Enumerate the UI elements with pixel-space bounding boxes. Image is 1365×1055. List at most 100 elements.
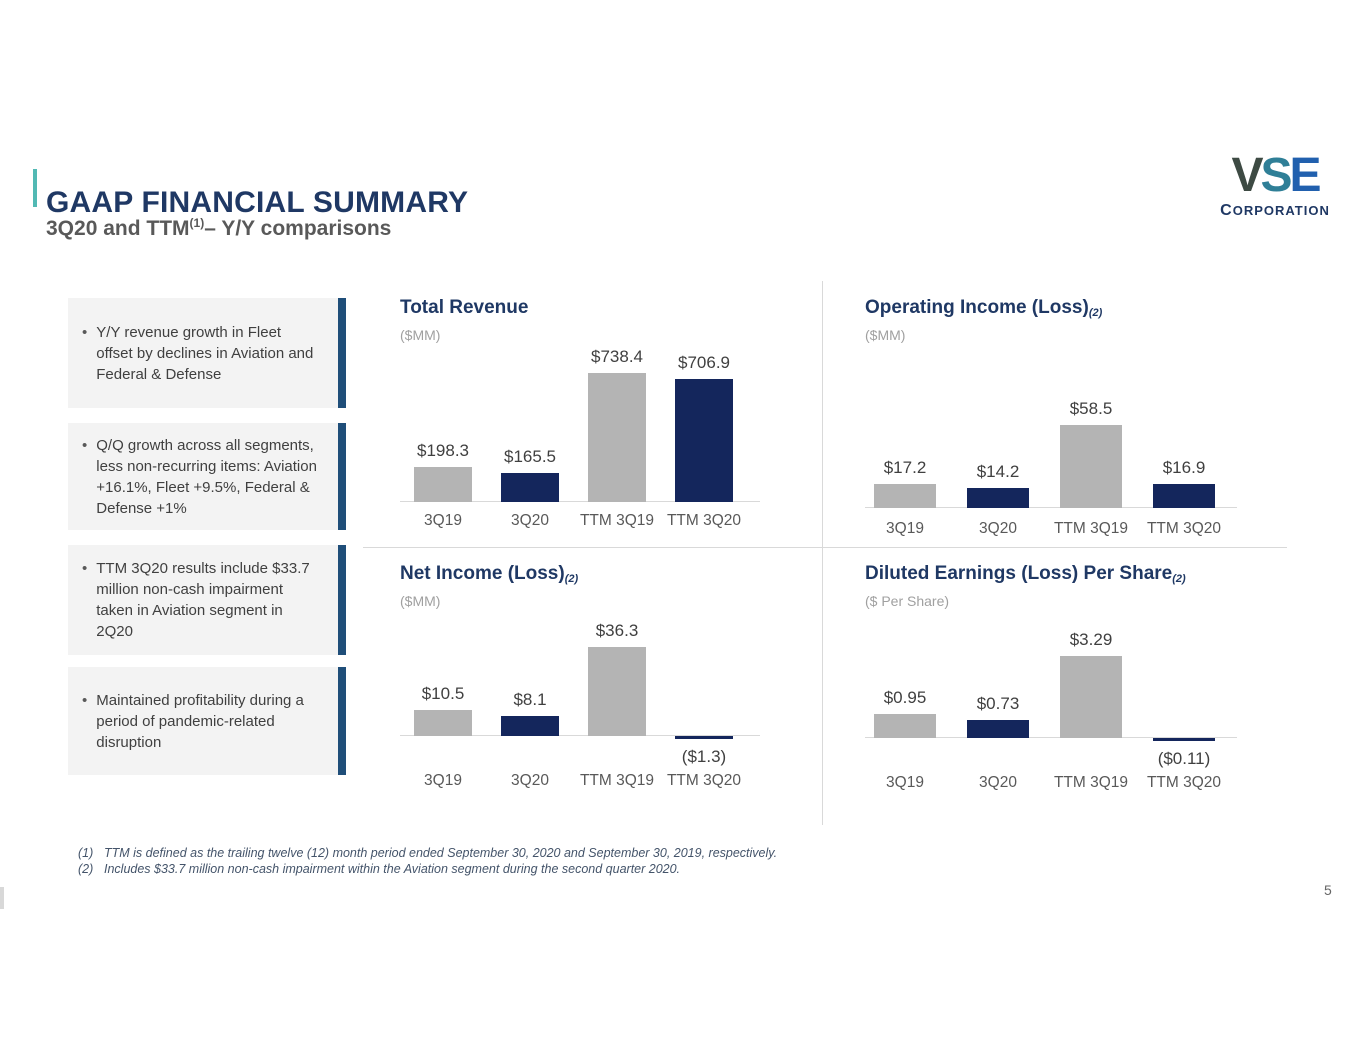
bar-value-label: $36.3 [595, 621, 639, 640]
vertical-divider [822, 281, 823, 825]
subtitle-footnote-ref: (1) [189, 216, 205, 230]
x-axis-category-label: 3Q20 [511, 772, 549, 789]
bar-3q20 [967, 488, 1029, 508]
page-title: GAAP FINANCIAL SUMMARY [46, 186, 469, 220]
bar-value-label: ($0.11) [1157, 749, 1211, 768]
x-axis-line [400, 735, 760, 736]
chart-diluted-eps: Diluted Earnings (Loss) Per Share(2) ($ … [865, 562, 1237, 794]
bar-value-label: $16.9 [1162, 458, 1206, 477]
page-number: 5 [1324, 882, 1332, 898]
bar-3q19 [414, 710, 472, 736]
horizontal-divider [363, 547, 1287, 548]
x-axis-category-label: 3Q19 [424, 772, 462, 789]
footnote-2: (2) Includes $33.7 million non-cash impai… [78, 861, 777, 877]
x-axis-category-label: TTM 3Q19 [579, 772, 655, 789]
footnote-text: Includes $33.7 million non-cash impairme… [104, 862, 681, 876]
bar-value-label: $8.1 [513, 690, 547, 709]
bar-value-label: $0.95 [883, 688, 927, 707]
bullet-marker: • [82, 691, 88, 709]
bar-ttm-3q20 [1153, 738, 1215, 741]
bar-value-label: $198.3 [417, 441, 469, 460]
bullet-marker: • [82, 323, 88, 341]
x-axis-category-label: 3Q20 [979, 520, 1017, 537]
x-axis-category-label: TTM 3Q19 [579, 512, 655, 529]
bar-ttm-3q20 [675, 736, 733, 739]
chart-title: Diluted Earnings (Loss) Per Share(2) [865, 562, 1237, 588]
chart-operating-income: Operating Income (Loss)(2) ($MM) $17.2 $1… [865, 296, 1237, 540]
chart-title-footnote-ref: (2) [1088, 307, 1103, 319]
bullet-text: Maintained profitability during a period… [96, 691, 304, 751]
bullet-marker: • [82, 560, 88, 577]
x-axis-category-label: 3Q19 [424, 512, 462, 529]
bar-value-label: $165.5 [504, 447, 556, 466]
x-axis-category-label: TTM 3Q19 [1053, 774, 1129, 791]
footnote-number: (1) [78, 846, 94, 860]
bar-3q20 [501, 716, 559, 736]
plot-area: $17.2 $14.2 $58.5 $16.9 [865, 346, 1237, 508]
x-axis-category-label: TTM 3Q20 [666, 512, 742, 529]
bar-value-label: $3.29 [1069, 630, 1113, 649]
bar-ttm-3q19 [588, 373, 646, 502]
x-axis-labels: 3Q19 3Q20 TTM 3Q19 TTM 3Q20 [400, 772, 760, 792]
bar-ttm-3q19 [588, 647, 646, 736]
chart-units-label: ($ Per Share) [865, 593, 950, 609]
bar-ttm-3q19 [1060, 425, 1122, 508]
bar-value-label: $706.9 [678, 353, 730, 372]
logo-subtext: CORPORATION [1220, 202, 1330, 219]
chart-total-revenue: Total Revenue ($MM) $198.3 $165.5 $738.4 $7… [400, 296, 760, 532]
bullet-text: TTM 3Q20 results include $33.7 million n… [96, 560, 310, 640]
x-axis-line [865, 507, 1237, 508]
bullet-box-profitability: • Maintained profitability during a perio… [68, 667, 346, 775]
bar-ttm-3q20 [1153, 484, 1215, 508]
chart-title: Total Revenue [400, 296, 760, 322]
bar-value-label: $58.5 [1069, 399, 1113, 418]
footnotes: (1) TTM is defined as the trailing twelve… [78, 845, 777, 877]
x-axis-category-label: 3Q19 [886, 520, 924, 537]
bar-value-label: $17.2 [883, 458, 927, 477]
subtitle-prefix: 3Q20 and TTM [46, 217, 190, 240]
bullet-box-qq-growth: • Q/Q growth across all segments, less no… [68, 423, 346, 530]
chart-title-text: Net Income (Loss) [400, 563, 565, 584]
logo-letter-s: S [1260, 149, 1292, 202]
x-axis-line [400, 501, 760, 502]
bar-value-label: $10.5 [421, 684, 465, 703]
logo-letter-v: V [1231, 149, 1263, 202]
chart-title-footnote-ref: (2) [1172, 573, 1186, 585]
bar-3q19 [874, 714, 936, 738]
chart-units-label: ($MM) [400, 593, 441, 609]
logo-wordmark: VSE [1210, 152, 1340, 200]
x-axis-labels: 3Q19 3Q20 TTM 3Q19 TTM 3Q20 [865, 520, 1237, 540]
x-axis-category-label: 3Q19 [886, 774, 924, 791]
x-axis-category-label: TTM 3Q20 [666, 772, 742, 789]
x-axis-labels: 3Q19 3Q20 TTM 3Q19 TTM 3Q20 [865, 774, 1237, 794]
bullet-box-impairment: • TTM 3Q20 results include $33.7 million … [68, 545, 346, 655]
title-accent-bar [33, 169, 37, 207]
x-axis-category-label: TTM 3Q19 [1053, 520, 1129, 537]
footnote-1: (1) TTM is defined as the trailing twelve… [78, 845, 777, 861]
bullet-text: Q/Q growth across all segments, less non… [96, 436, 317, 517]
x-axis-category-label: TTM 3Q20 [1146, 774, 1222, 791]
bar-3q19 [414, 467, 472, 502]
chart-title-text: Diluted Earnings (Loss) Per Share [865, 563, 1173, 584]
footnote-text: TTM is defined as the trailing twelve (1… [104, 846, 778, 860]
logo-letter-e: E [1289, 149, 1322, 202]
bar-value-label: $14.2 [976, 462, 1020, 481]
x-axis-category-label: 3Q20 [511, 512, 549, 529]
plot-area: $10.5 $8.1 $36.3 ($1.3) [400, 612, 760, 766]
footnote-number: (2) [78, 862, 94, 876]
bullet-text: Y/Y revenue growth in Fleet offset by de… [96, 323, 314, 383]
bar-3q20 [967, 720, 1029, 738]
bar-value-label: $0.73 [976, 694, 1020, 713]
bar-ttm-3q19 [1060, 656, 1122, 738]
bullet-box-revenue-growth: • Y/Y revenue growth in Fleet offset by d… [68, 298, 346, 408]
chart-title-footnote-ref: (2) [564, 573, 579, 585]
x-axis-line [865, 737, 1237, 738]
x-axis-category-label: 3Q20 [979, 774, 1017, 791]
vse-corporation-logo: VSE CORPORATION [1210, 152, 1340, 219]
plot-area: $198.3 $165.5 $738.4 $706.9 [400, 346, 760, 502]
page-subtitle: 3Q20 and TTM(1)– Y/Y comparisons [46, 216, 391, 241]
chart-title: Operating Income (Loss)(2) [865, 296, 1237, 322]
chart-title-text: Total Revenue [400, 297, 529, 318]
chart-title-text: Operating Income (Loss) [865, 297, 1089, 318]
chart-title: Net Income (Loss)(2) [400, 562, 760, 588]
